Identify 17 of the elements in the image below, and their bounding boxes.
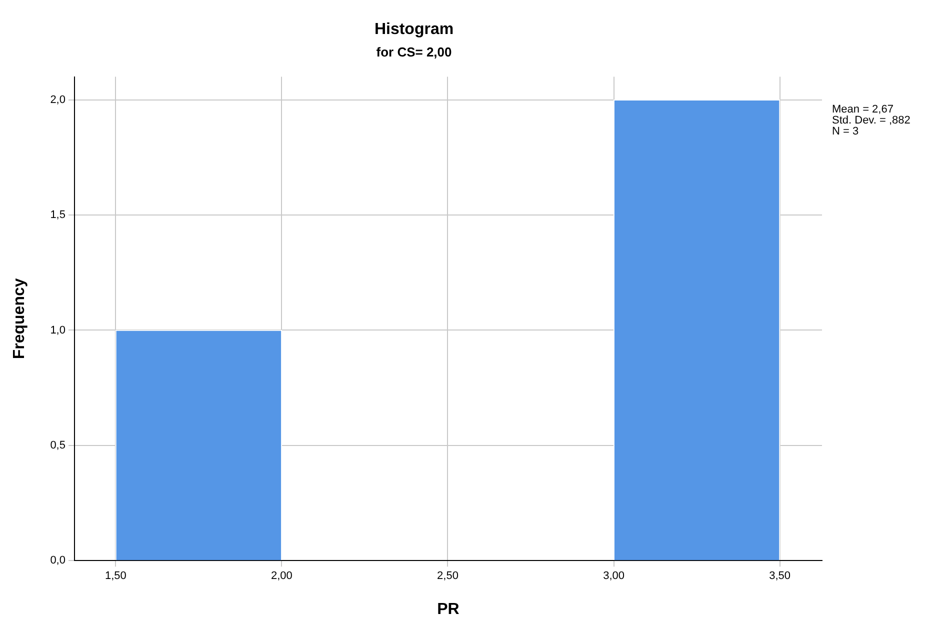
y-tick-label: 2,0 [50, 94, 66, 106]
x-tick-label: 2,50 [437, 570, 458, 582]
x-tick-label: 3,00 [603, 570, 624, 582]
text: N = 3 [832, 125, 859, 138]
y-axis-title: Frequency [11, 278, 28, 360]
y-tick-label: 1,0 [50, 324, 66, 336]
x-tick-label: 2,00 [270, 570, 292, 582]
x-tick-label: 1,50 [104, 570, 126, 582]
x-tick-label: 3,50 [769, 570, 791, 582]
text: Mean = 2,67 [832, 103, 894, 116]
chart-subtitle: for CS= 2,00 [376, 44, 452, 60]
y-tick-label: 0,5 [50, 439, 66, 452]
y-tick-label: 0,0 [50, 554, 66, 567]
y-tick-label: 1,5 [50, 209, 66, 222]
x-axis-title: PR [437, 600, 460, 618]
chart-title: Histogram [374, 21, 454, 38]
text: Std. Dev. = ,882 [832, 114, 910, 126]
